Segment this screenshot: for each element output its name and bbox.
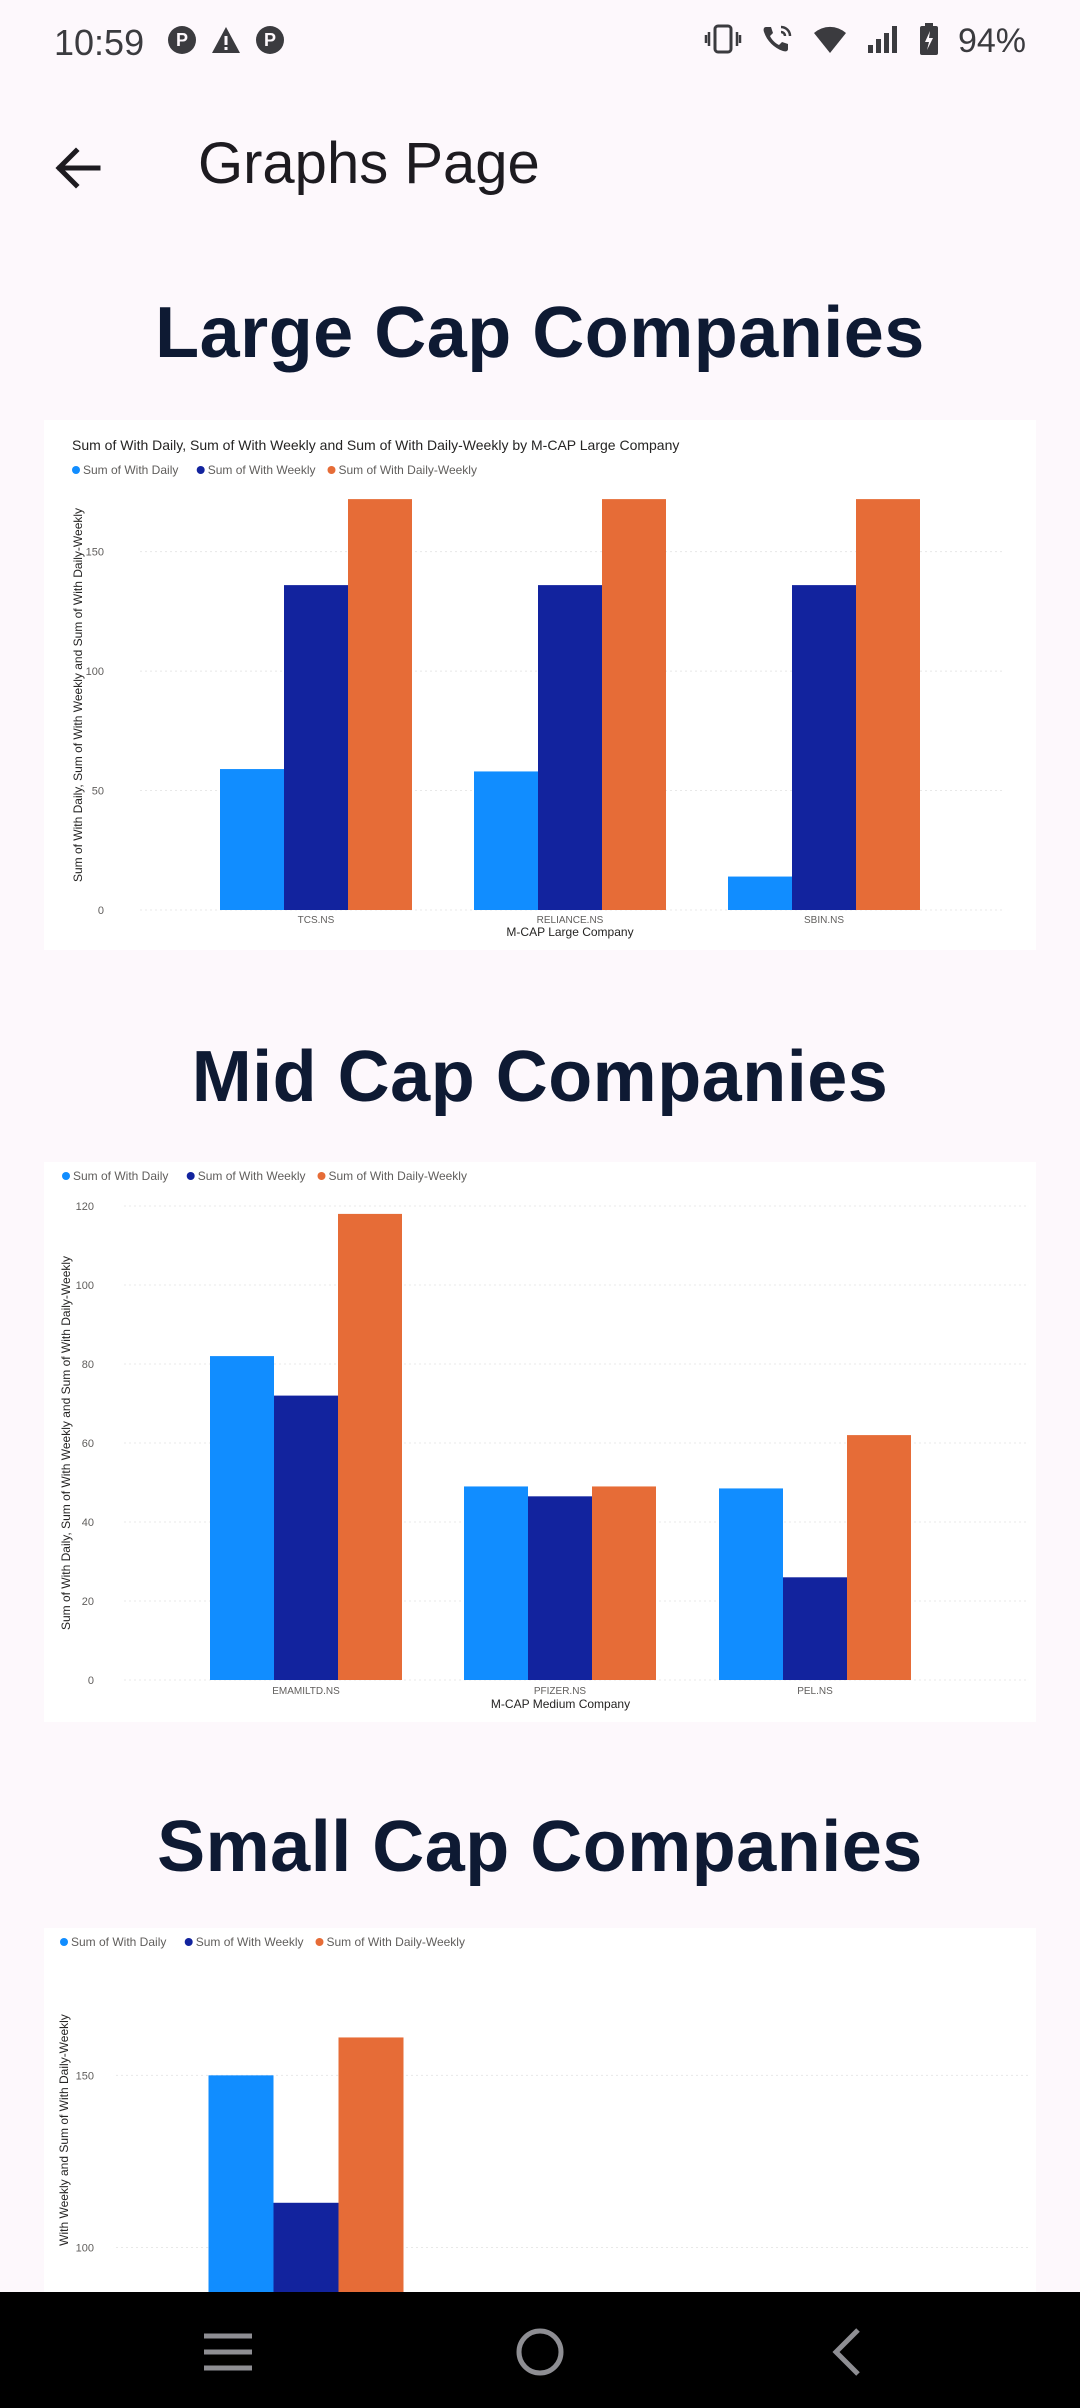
bar-item-series-0	[208, 2075, 274, 2292]
bar-item-series-2	[338, 2037, 404, 2292]
bar-pel-ns-series-2	[847, 1435, 911, 1680]
y-axis-label: Sum of With Daily, Sum of With Weekly an…	[71, 508, 85, 882]
x-axis-label: M-CAP Large Company	[506, 925, 633, 939]
bar-reliance-ns-series-2	[602, 499, 666, 910]
signal-icon	[866, 23, 900, 60]
bar-pfizer-ns-series-2	[592, 1486, 656, 1680]
wifi-icon	[812, 23, 848, 60]
bar-tcs-ns-series-1	[284, 585, 348, 910]
bar-reliance-ns-series-1	[538, 585, 602, 910]
chart-title: Sum of With Daily, Sum of With Weekly an…	[72, 437, 679, 453]
legend-marker	[196, 466, 205, 474]
arrow-left-icon	[55, 147, 101, 189]
legend-marker	[62, 1172, 70, 1180]
y-tick-label: 0	[88, 1675, 94, 1687]
legend-marker	[327, 466, 336, 474]
status-bar: 10:59 P P 94%	[0, 0, 1080, 88]
y-tick-label: 50	[92, 786, 104, 798]
y-axis-label: Sum of With Daily, Sum of With Weekly an…	[59, 1256, 73, 1630]
notification-icon: P	[254, 24, 286, 61]
bar-tcs-ns-series-0	[220, 769, 284, 910]
bar-sbin-ns-series-2	[856, 499, 920, 910]
x-tick-label: PEL.NS	[797, 1686, 833, 1697]
status-time: 10:59	[54, 22, 145, 63]
section-title-small-cap: Small Cap Companies	[157, 1807, 923, 1887]
large-cap-chart: Sum of With Daily, Sum of With Weekly an…	[44, 420, 1036, 950]
legend-marker	[60, 1938, 68, 1946]
legend-marker	[315, 1938, 324, 1946]
back-button[interactable]	[46, 136, 110, 200]
battery-icon	[918, 22, 940, 61]
bar-sbin-ns-series-0	[728, 876, 792, 910]
home-icon	[516, 2328, 564, 2376]
y-tick-label: 100	[86, 666, 104, 678]
bar-reliance-ns-series-0	[474, 771, 538, 910]
legend-label: Sum of With Weekly	[198, 1169, 306, 1183]
x-tick-label: RELIANCE.NS	[537, 915, 604, 926]
y-tick-label: 60	[82, 1438, 94, 1450]
small-cap-chart: Sum of With Daily Sum of With Weekly Sum o…	[44, 1928, 1036, 2292]
bar-pel-ns-series-0	[719, 1488, 783, 1680]
bar-pfizer-ns-series-0	[464, 1486, 528, 1680]
bar-sbin-ns-series-1	[792, 585, 856, 910]
page-title: Graphs Page	[198, 131, 540, 196]
navigation-bar	[0, 2292, 1080, 2408]
legend-label: Sum of With Daily	[71, 1935, 166, 1949]
battery-percentage: 94%	[957, 22, 1026, 60]
y-tick-label: 150	[76, 2070, 94, 2082]
y-tick-label: 100	[76, 1280, 94, 1292]
legend-label: Sum of With Daily	[73, 1169, 168, 1183]
y-tick-label: 150	[86, 547, 104, 559]
bar-tcs-ns-series-2	[348, 499, 412, 910]
svg-text:P: P	[264, 30, 276, 50]
recents-button[interactable]	[198, 2322, 258, 2382]
app-bar: Graphs Page	[0, 100, 1080, 230]
chevron-left-icon	[832, 2328, 860, 2376]
bar-emamiltd-ns-series-0	[210, 1356, 274, 1680]
notification-icon: P	[166, 24, 198, 61]
mid-cap-chart-svg: Sum of With Daily Sum of With Weekly Sum o…	[59, 1169, 1028, 1711]
home-button[interactable]	[510, 2322, 570, 2382]
x-tick-label: PFIZER.NS	[534, 1686, 587, 1697]
large-cap-chart-svg: Sum of With Daily, Sum of With Weekly an…	[71, 437, 1004, 939]
legend-label: Sum of With Weekly	[208, 463, 316, 477]
section-title-large-cap: Large Cap Companies	[155, 293, 925, 373]
y-tick-label: 40	[82, 1517, 94, 1529]
vibrate-icon	[704, 23, 742, 60]
legend-label: Sum of With Daily-Weekly	[339, 463, 477, 477]
legend-marker	[72, 466, 80, 474]
y-tick-label: 0	[98, 905, 104, 917]
x-axis-label: M-CAP Medium Company	[491, 1697, 630, 1711]
mid-cap-chart: Sum of With Daily Sum of With Weekly Sum o…	[44, 1162, 1036, 1722]
y-tick-label: 120	[76, 1201, 94, 1213]
recents-icon	[204, 2333, 252, 2371]
wifi-call-icon	[760, 23, 794, 60]
legend-marker	[184, 1938, 193, 1946]
bar-emamiltd-ns-series-2	[338, 1213, 402, 1680]
legend-marker	[186, 1172, 195, 1180]
y-axis-label: With Weekly and Sum of With Daily-Weekly	[57, 2014, 71, 2246]
bar-pfizer-ns-series-1	[528, 1496, 592, 1680]
y-tick-label: 100	[76, 2243, 94, 2255]
legend-marker	[317, 1172, 326, 1180]
svg-text:P: P	[176, 30, 188, 50]
y-tick-label: 80	[82, 1359, 94, 1371]
legend-label: Sum of With Daily	[83, 463, 178, 477]
small-cap-chart-svg: Sum of With Daily Sum of With Weekly Sum o…	[57, 1935, 1028, 2292]
bar-pel-ns-series-1	[783, 1577, 847, 1680]
x-tick-label: TCS.NS	[298, 915, 335, 926]
legend-label: Sum of With Daily-Weekly	[327, 1935, 465, 1949]
bar-emamiltd-ns-series-1	[274, 1395, 338, 1680]
y-tick-label: 20	[82, 1596, 94, 1608]
legend-label: Sum of With Weekly	[196, 1935, 304, 1949]
system-back-button[interactable]	[818, 2322, 878, 2382]
x-tick-label: SBIN.NS	[804, 915, 844, 926]
legend-label: Sum of With Daily-Weekly	[329, 1169, 467, 1183]
section-title-mid-cap: Mid Cap Companies	[191, 1037, 889, 1117]
bar-item-series-1	[273, 2202, 339, 2292]
x-tick-label: EMAMILTD.NS	[272, 1686, 340, 1697]
warning-icon	[210, 24, 242, 61]
